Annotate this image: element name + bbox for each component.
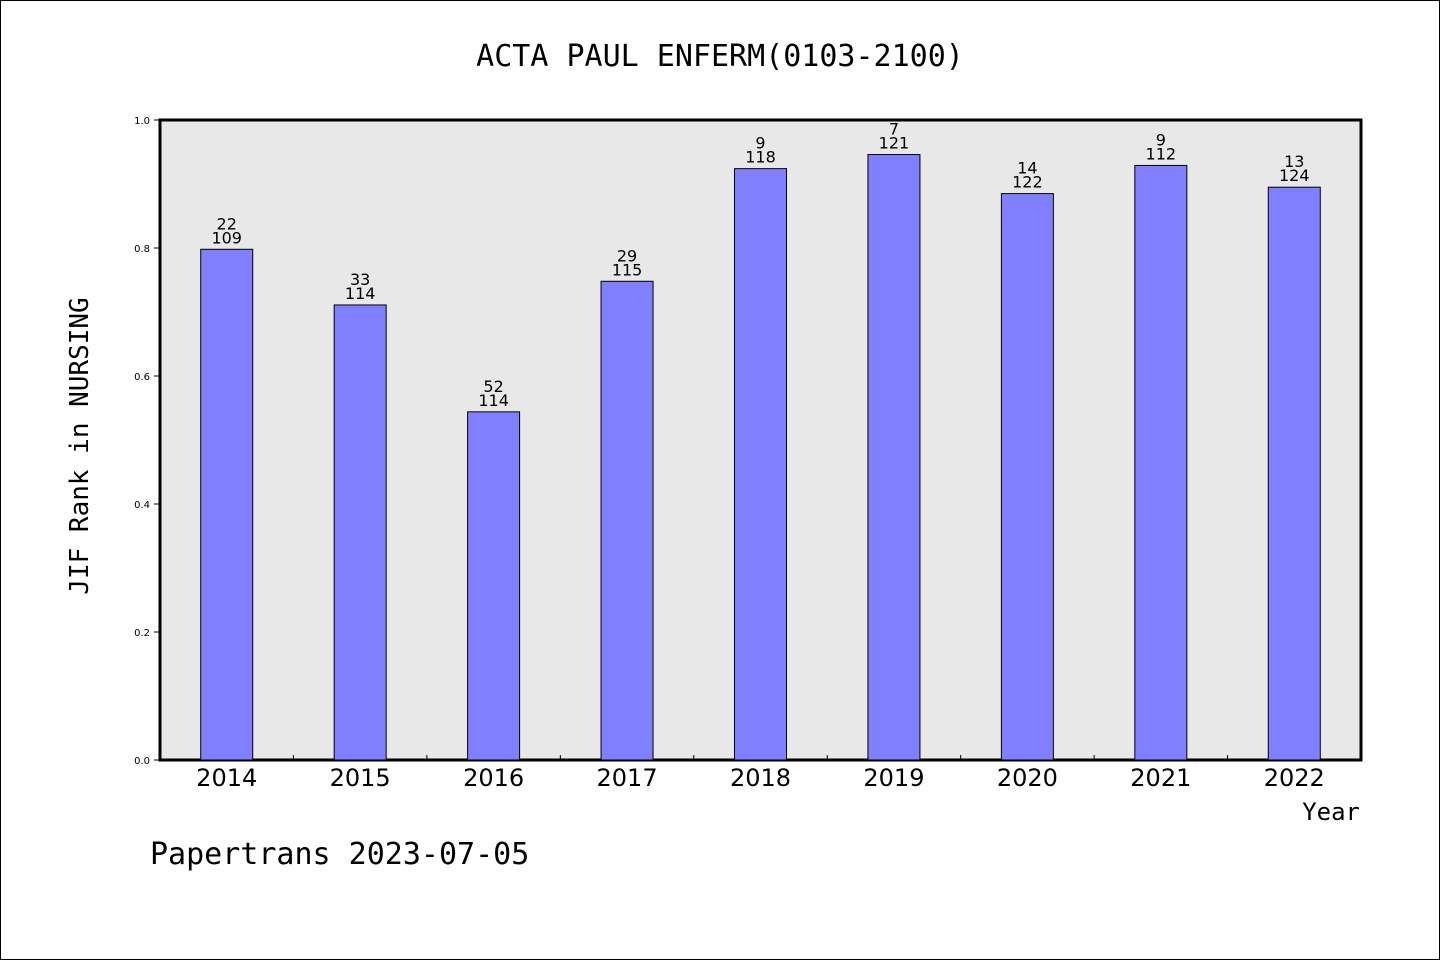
bar bbox=[200, 248, 254, 761]
bar-total-label: 114 bbox=[478, 391, 509, 410]
bar-rank-label: 13 bbox=[1284, 152, 1304, 171]
credit-text: Papertrans 2023-07-05 bbox=[150, 837, 529, 872]
bar-total-label: 121 bbox=[879, 134, 910, 153]
y-axis: 0.0 0.2 0.4 0.6 0.8 1.0 bbox=[134, 116, 160, 767]
y-tick-label: 0.8 bbox=[134, 244, 150, 255]
bar-total-label: 112 bbox=[1146, 144, 1177, 163]
bar-total-label: 118 bbox=[745, 148, 776, 167]
bar bbox=[467, 411, 521, 761]
bar-rank-label: 52 bbox=[483, 377, 503, 396]
y-tick-label: 0.4 bbox=[134, 500, 150, 511]
bar bbox=[600, 280, 654, 761]
bar bbox=[1000, 193, 1054, 761]
x-tick-label: 2015 bbox=[330, 764, 391, 792]
bar-rank-label: 29 bbox=[617, 246, 637, 265]
y-tick-label: 0.2 bbox=[134, 628, 150, 639]
x-tick-label: 2022 bbox=[1264, 764, 1325, 792]
bar bbox=[867, 154, 921, 761]
y-tick-label: 0.0 bbox=[134, 756, 150, 767]
bar-total-label: 114 bbox=[345, 284, 376, 303]
bar-rank-label: 33 bbox=[350, 270, 370, 289]
chart-title: ACTA PAUL ENFERM(0103-2100) bbox=[476, 39, 964, 74]
bar-rank-label: 14 bbox=[1017, 159, 1037, 178]
bar-total-label: 124 bbox=[1279, 166, 1310, 185]
bar-total-label: 122 bbox=[1012, 173, 1043, 192]
y-tick-label: 1.0 bbox=[134, 116, 150, 127]
bar bbox=[1267, 186, 1321, 761]
x-tick-label: 2018 bbox=[730, 764, 791, 792]
bar bbox=[333, 304, 387, 761]
bar bbox=[734, 168, 787, 761]
x-tick-label: 2016 bbox=[463, 764, 524, 792]
y-tick-label: 0.6 bbox=[134, 372, 150, 383]
x-tick-label: 2014 bbox=[196, 764, 257, 792]
x-axis-title: Year bbox=[1302, 798, 1360, 826]
bar-rank-label: 7 bbox=[889, 120, 899, 139]
bar bbox=[1134, 164, 1188, 761]
bar-rank-label: 9 bbox=[755, 134, 765, 153]
bar-rank-label: 22 bbox=[217, 214, 237, 233]
bar-total-label: 115 bbox=[612, 260, 643, 279]
bar-rank-label: 9 bbox=[1156, 130, 1166, 149]
x-tick-label: 2021 bbox=[1130, 764, 1191, 792]
x-tick-label: 2019 bbox=[863, 764, 924, 792]
x-tick-label: 2017 bbox=[597, 764, 658, 792]
x-axis: 2014 2015 2016 2017 2018 2019 2020 2021 2022 bbox=[196, 755, 1325, 792]
y-axis-title: JIF Rank in NURSING bbox=[65, 297, 95, 594]
x-tick-label: 2020 bbox=[997, 764, 1058, 792]
bar-total-label: 109 bbox=[211, 228, 242, 247]
